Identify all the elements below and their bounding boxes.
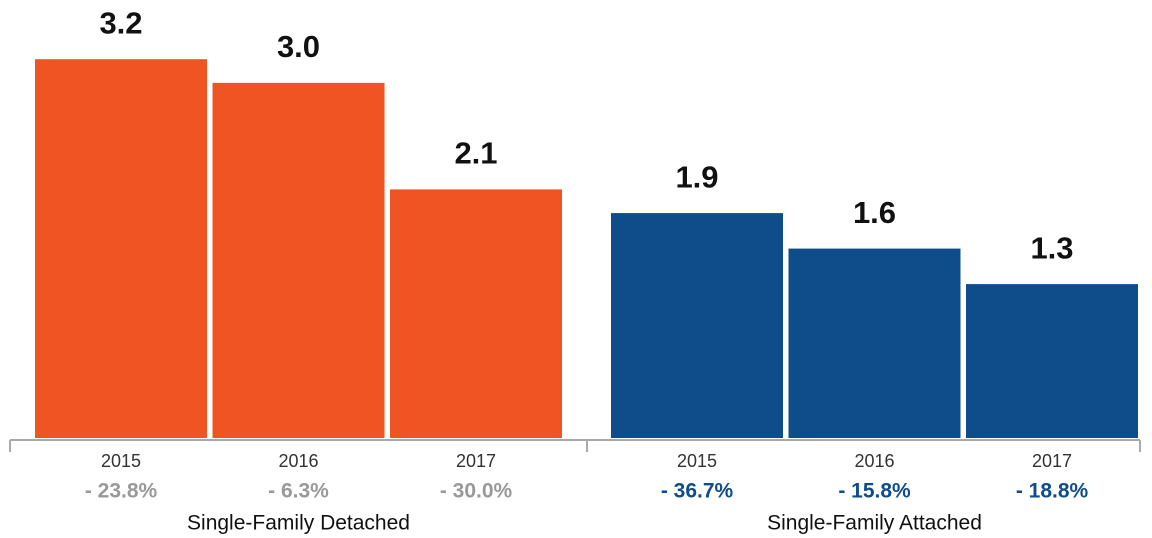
- bar: [788, 248, 961, 438]
- value-label: 1.6: [853, 195, 896, 230]
- group-label: Single-Family Attached: [767, 512, 982, 535]
- change-label: - 18.8%: [1016, 480, 1089, 503]
- bar: [35, 59, 207, 439]
- change-label: - 6.3%: [268, 480, 329, 503]
- x-tick-label: 2017: [456, 451, 496, 471]
- x-tick-label: 2016: [854, 451, 894, 471]
- value-label: 1.3: [1030, 230, 1073, 265]
- value-label: 2.1: [454, 136, 497, 171]
- value-label: 1.9: [675, 159, 718, 194]
- x-tick-label: 2017: [1032, 451, 1072, 471]
- change-label: - 15.8%: [838, 480, 911, 503]
- change-label: - 23.8%: [85, 480, 158, 503]
- group-label: Single-Family Detached: [187, 512, 410, 535]
- bar: [611, 213, 783, 438]
- x-tick-label: 2015: [677, 451, 717, 471]
- bar: [966, 284, 1138, 438]
- change-label: - 36.7%: [661, 480, 734, 503]
- bar: [212, 82, 385, 438]
- change-label: - 30.0%: [440, 480, 513, 503]
- x-tick-label: 2016: [278, 451, 318, 471]
- bar: [390, 189, 562, 438]
- x-tick-label: 2015: [101, 451, 141, 471]
- value-label: 3.2: [99, 5, 142, 40]
- value-label: 3.0: [277, 29, 320, 64]
